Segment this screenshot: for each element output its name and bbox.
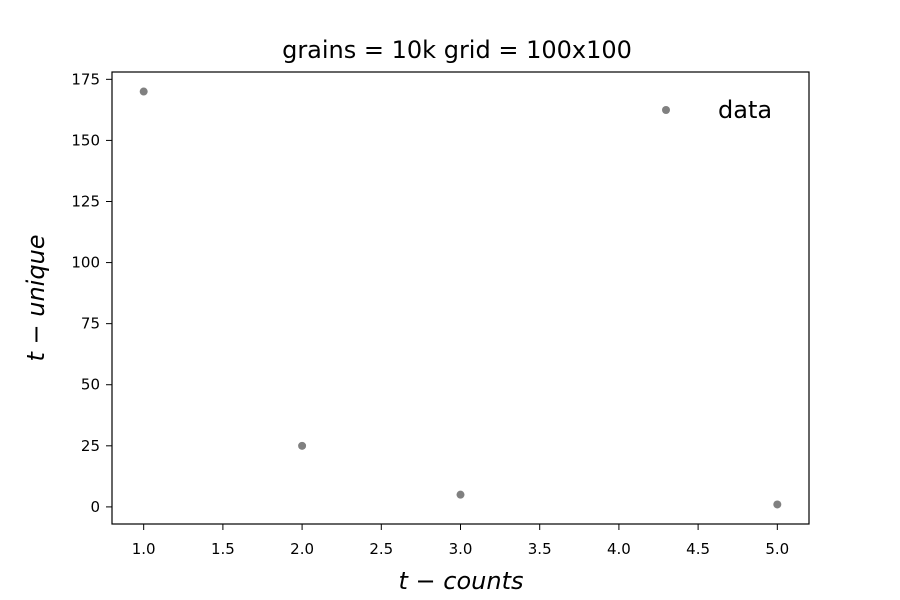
- x-tick-label: 1.5: [211, 540, 235, 558]
- legend-label: data: [718, 96, 772, 124]
- y-tick-label: 50: [81, 376, 100, 394]
- y-tick-label: 150: [71, 131, 100, 149]
- x-tick-label: 2.5: [369, 540, 393, 558]
- chart-title: grains = 10k grid = 100x100: [282, 36, 632, 64]
- x-tick-label: 1.0: [132, 540, 156, 558]
- y-axis-label: t − unique: [22, 234, 50, 361]
- y-tick-label: 25: [81, 437, 100, 455]
- x-tick-label: 3.0: [449, 540, 473, 558]
- plot-area: 1.0 1.5 2.0 2.5 3.0 3.5 4.0 4.5 5.0 0 25 50 75 100 125…: [71, 70, 789, 558]
- data-point: [139, 87, 148, 96]
- x-tick-label: 5.0: [765, 540, 789, 558]
- y-tick-label: 75: [81, 315, 100, 333]
- data-point: [773, 500, 782, 509]
- y-tick-label: 125: [71, 192, 100, 210]
- x-axis-label: t − counts: [399, 567, 524, 595]
- x-tick-label: 4.0: [607, 540, 631, 558]
- data-point: [298, 441, 307, 450]
- data-point: [456, 490, 465, 499]
- y-tick-label: 0: [90, 498, 100, 516]
- x-tick-label: 2.0: [290, 540, 314, 558]
- y-tick-label: 100: [71, 254, 100, 272]
- y-tick-label: 175: [71, 70, 100, 88]
- x-tick-label: 3.5: [528, 540, 552, 558]
- plot-frame: [111, 71, 810, 525]
- legend-marker: [662, 106, 670, 114]
- x-tick-label: 4.5: [686, 540, 710, 558]
